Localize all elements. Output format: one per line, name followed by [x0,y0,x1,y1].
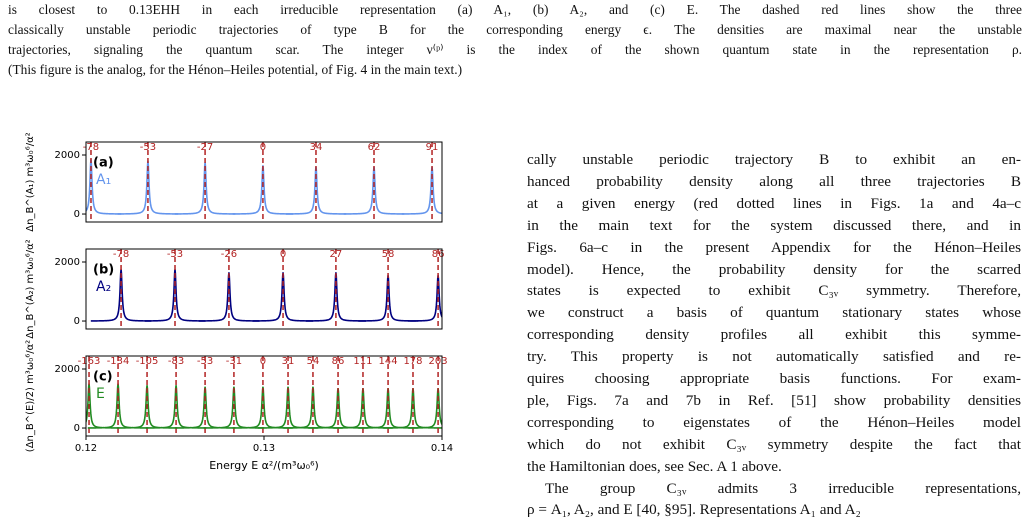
body-text-line: hanced probability density along all thr… [527,172,1021,190]
peak-index-label: 34 [310,142,323,153]
body-text-line: at a given energy (red dotted lines in F… [527,194,1021,212]
x-tick-label: 0.12 [75,443,97,454]
peak-index-label: -53 [167,249,183,260]
peak [252,272,314,322]
peak-index-label: 111 [353,356,372,367]
plot-area [86,142,442,222]
axes-frame [85,355,443,437]
caption-line: is closest to 0.13EHH in each irreducibl… [8,2,1022,17]
peak-index-label: -134 [107,356,130,367]
peak-index-label: 0 [260,142,266,153]
y-axis-label: Δn_B^(A₂) m³ω₀⁶/α² [25,239,36,338]
peak-index-label: -31 [226,356,242,367]
series-label: A₂ [96,279,111,295]
panel-label: (b) [93,263,114,278]
body-text-line: try. This property is not automatically … [527,348,1021,366]
peak-index-label: 144 [379,356,398,367]
peak-index-label: -78 [83,142,99,153]
peak-index-label: 31 [282,356,295,367]
body-text-line: quires choosing appropriate basis functi… [527,370,1021,387]
x-tick-label: 0.14 [431,443,453,454]
caption-line: classically unstable periodic trajectori… [8,22,1022,37]
body-text-line: Figs. 6a–c in the present Appendix for t… [527,238,1021,256]
peak-index-label: 27 [330,249,343,260]
panel-label: (a) [93,156,114,171]
peak-index-label: 86 [332,356,345,367]
peak-index-label: -53 [140,142,156,153]
plot-area [90,249,442,329]
peak-index-label: -53 [197,356,213,367]
peak-index-label: -83 [168,356,184,367]
y-tick-label: 0 [74,423,80,434]
body-text-line: model). Hence, the probability density f… [527,260,1021,278]
peak-index-label: -27 [197,142,213,153]
peak [305,272,367,322]
y-axis-label: (Δn_B^(E)/2) m³ω₀⁶/α² [25,340,36,452]
y-tick-label: 0 [74,209,80,220]
peak-index-label: 58 [382,249,395,260]
peak-index-label: -78 [113,249,129,260]
body-text-line: ρ = A₁, A₂, and E [40, §95]. Representat… [527,501,861,519]
y-tick-label: 2000 [55,257,80,268]
body-text-line: The group C₃ᵥ admits 3 irreducible repre… [545,479,1021,497]
x-tick-label: 0.13 [253,443,275,454]
body-text-line: which do not exhibit C₃ᵥ symmetry despit… [527,435,1021,453]
x-axis-label: Energy E α²/(m³ω₀⁶) [209,459,319,472]
peak-index-label: 91 [426,142,439,153]
body-text-line: states is expected to exhibit C₃ᵥ symmet… [527,282,1021,300]
peak-index-label: 86 [432,249,445,260]
peak-index-label: -26 [221,249,237,260]
peak-index-label: -163 [78,356,101,367]
y-tick-label: 2000 [55,364,80,375]
peak-index-label: 178 [403,356,422,367]
y-tick-label: 2000 [55,150,80,161]
peak [232,165,294,215]
body-text-line: we construct a basis of quantum stationa… [527,304,1021,322]
peak-index-label: 0 [280,249,286,260]
body-text-line: the Hamiltonian does, see Sec. A 1 above… [527,457,782,475]
peak-index-label: 203 [429,356,448,367]
body-text-line: corresponding density profiles all exhib… [527,326,1021,344]
series-label: E [96,386,105,402]
caption-line: (This figure is the analog, for the Héno… [8,62,463,77]
body-text-line: cally unstable periodic trajectory B to … [527,151,1021,168]
body-text-line: ple, Figs. 7a and 7b in Ref. [51] show p… [527,391,1021,409]
peak-index-label: 0 [260,356,266,367]
axes-frame [85,248,443,330]
peak-index-label: 54 [307,356,320,367]
panel-label: (c) [93,370,113,385]
y-axis-label: Δn_B^(A₁) m³ω₀⁶/α² [25,132,36,231]
body-text-line: corresponding to eigenstates of the Héno… [527,413,1021,431]
plot-area [86,356,442,436]
y-tick-label: 0 [74,316,80,327]
caption-line: trajectories, signaling the quantum scar… [8,42,1022,57]
series-label: A₁ [96,172,111,188]
body-text-line: in the main text for the system discusse… [527,216,1021,234]
axes-frame [85,141,443,223]
peak [198,272,260,322]
peak-index-label: 62 [368,142,381,153]
peak-index-label: -105 [136,356,159,367]
